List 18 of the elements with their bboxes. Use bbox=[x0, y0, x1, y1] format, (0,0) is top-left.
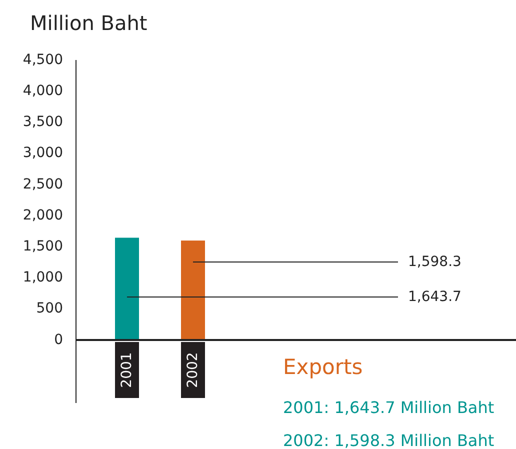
data-label: 1,643.7 bbox=[408, 288, 462, 305]
y-tick-label: 4,000 bbox=[22, 82, 63, 99]
text: 2002: 1,598.3 Million Baht bbox=[283, 431, 494, 449]
y-tick-label: 3,500 bbox=[22, 114, 63, 130]
x-tick-label: 2002 bbox=[184, 352, 201, 388]
x-tick-label: 2001 bbox=[118, 352, 135, 388]
y-tick-label: 2,500 bbox=[22, 176, 63, 192]
y-tick-label: 0 bbox=[54, 332, 63, 348]
text: Exports bbox=[283, 355, 363, 379]
y-axis-title: Million Baht bbox=[30, 11, 148, 35]
text: 2001: 1,643.7 Million Baht bbox=[283, 398, 494, 417]
y-tick-label: 1,500 bbox=[22, 238, 63, 254]
y-tick-label: 3,000 bbox=[22, 145, 63, 162]
y-tick-label: 500 bbox=[36, 300, 63, 317]
y-tick-label: 2,000 bbox=[22, 207, 63, 224]
data-label: 1,598.3 bbox=[408, 254, 462, 270]
y-tick-label: 1,000 bbox=[22, 270, 63, 286]
y-tick-label: 4,500 bbox=[22, 52, 63, 68]
